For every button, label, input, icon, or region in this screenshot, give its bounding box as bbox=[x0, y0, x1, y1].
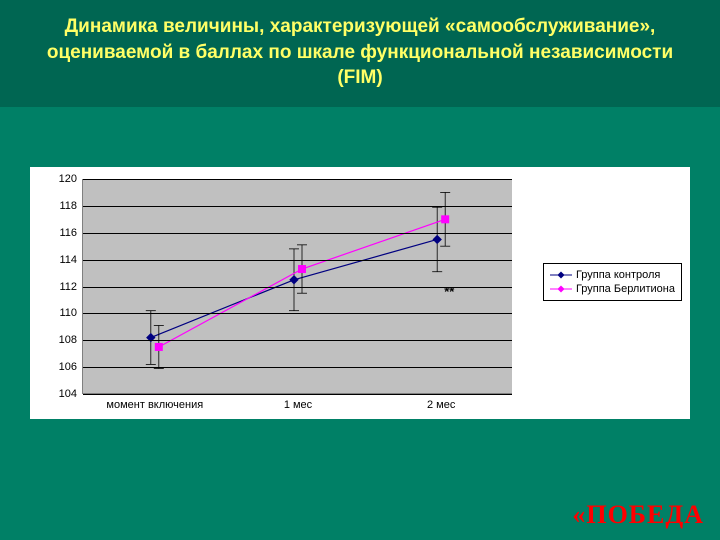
legend-label: Группа контроля bbox=[576, 269, 660, 281]
legend-swatch bbox=[550, 284, 572, 294]
slide: Динамика величины, характеризующей «само… bbox=[0, 0, 720, 540]
x-tick-label: 2 мес bbox=[427, 393, 455, 411]
x-tick-label: 1 мес bbox=[284, 393, 312, 411]
gridline bbox=[83, 260, 512, 261]
gridline bbox=[83, 313, 512, 314]
legend-label: Группа Берлитиона bbox=[576, 283, 675, 295]
gridline bbox=[83, 340, 512, 341]
y-tick-label: 106 bbox=[59, 361, 83, 373]
legend: Группа контроля Группа Берлитиона bbox=[543, 263, 682, 301]
y-tick-label: 110 bbox=[59, 307, 83, 319]
y-tick-label: 114 bbox=[59, 254, 83, 266]
y-tick-label: 116 bbox=[59, 227, 83, 239]
gridline bbox=[83, 367, 512, 368]
y-tick-label: 112 bbox=[59, 281, 83, 293]
x-tick-label: момент включения bbox=[106, 393, 203, 411]
y-tick-label: 120 bbox=[59, 173, 83, 185]
gridline bbox=[83, 287, 512, 288]
title-bar: Динамика величины, характеризующей «само… bbox=[0, 0, 720, 107]
gridline bbox=[83, 233, 512, 234]
plot-area: ** 104106108110112114116118120момент вкл… bbox=[82, 179, 512, 394]
legend-item: Группа Берлитиона bbox=[550, 282, 675, 296]
footer-logo: «ПОБЕДА bbox=[572, 500, 704, 530]
chart-container: ** 104106108110112114116118120момент вкл… bbox=[30, 167, 690, 419]
legend-swatch bbox=[550, 270, 572, 280]
legend-item: Группа контроля bbox=[550, 268, 675, 282]
y-tick-label: 118 bbox=[59, 200, 83, 212]
slide-title: Динамика величины, характеризующей «само… bbox=[47, 16, 673, 88]
gridline bbox=[83, 179, 512, 180]
y-tick-label: 104 bbox=[59, 388, 83, 400]
y-tick-label: 108 bbox=[59, 334, 83, 346]
gridline bbox=[83, 206, 512, 207]
